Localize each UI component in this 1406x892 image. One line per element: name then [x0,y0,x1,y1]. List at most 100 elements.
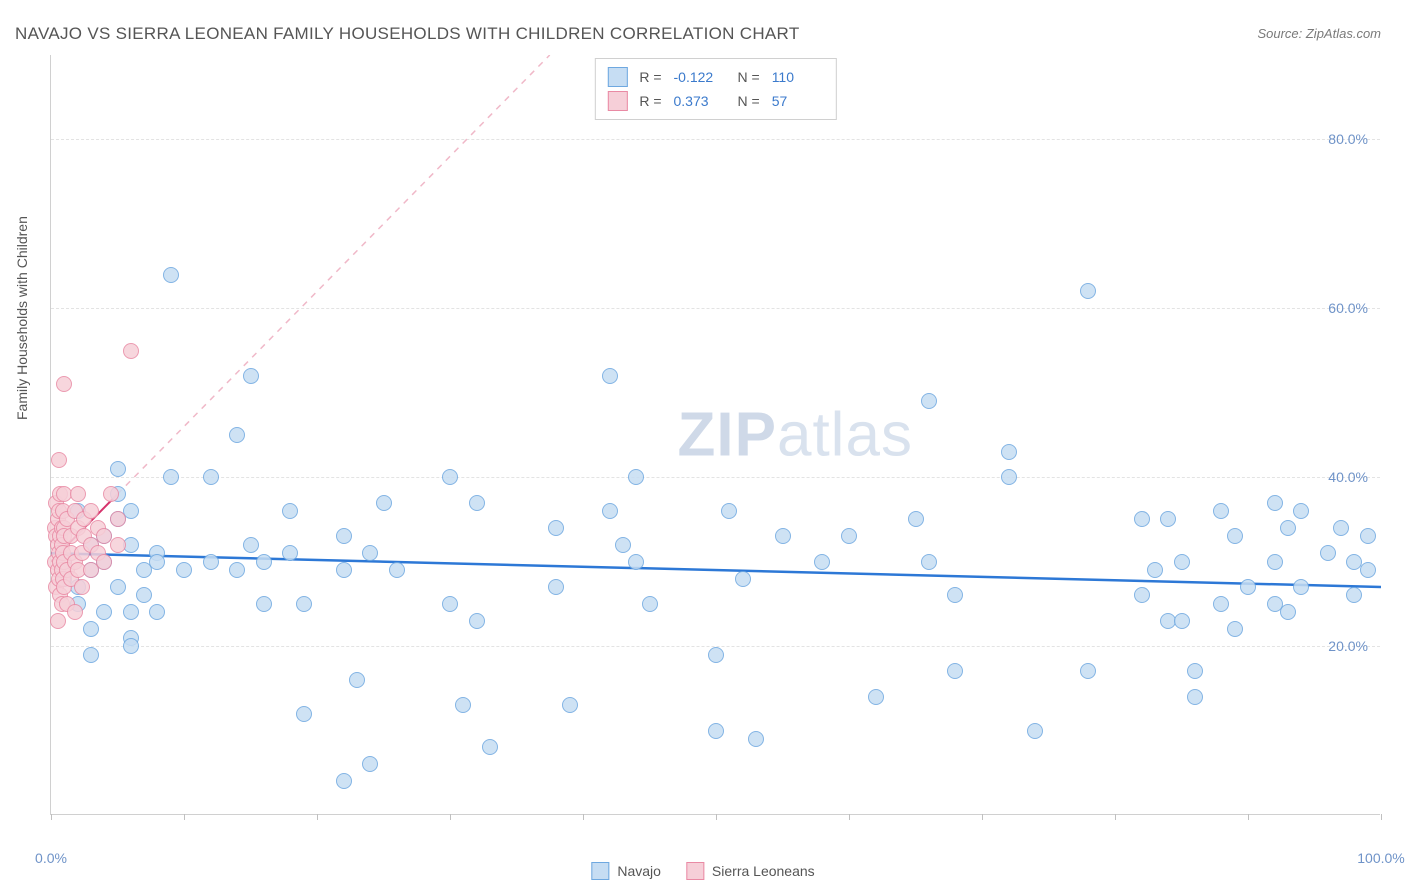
data-point [1280,520,1296,536]
data-point [123,638,139,654]
legend: NavajoSierra Leoneans [591,862,814,880]
stat-r-label: R = [639,69,661,85]
data-point [83,503,99,519]
data-point [163,469,179,485]
data-point [814,554,830,570]
gridline [51,477,1380,478]
data-point [163,267,179,283]
data-point [708,723,724,739]
data-point [282,545,298,561]
data-point [602,368,618,384]
data-point [921,554,937,570]
data-point [1134,511,1150,527]
data-point [868,689,884,705]
data-point [1027,723,1043,739]
x-tick-mark [450,814,451,820]
chart-title: NAVAJO VS SIERRA LEONEAN FAMILY HOUSEHOL… [15,24,800,44]
data-point [110,461,126,477]
data-point [1213,596,1229,612]
x-tick-mark [1248,814,1249,820]
plot-area: ZIPatlas R =-0.122N =110R =0.373N =57 20… [50,55,1380,815]
data-point [1001,444,1017,460]
data-point [1160,511,1176,527]
stat-n-value: 57 [772,93,824,109]
legend-label: Navajo [617,863,661,879]
data-point [841,528,857,544]
trend-lines [51,55,1381,815]
x-tick-mark [317,814,318,820]
stats-box: R =-0.122N =110R =0.373N =57 [594,58,836,120]
data-point [1187,689,1203,705]
data-point [256,554,272,570]
data-point [282,503,298,519]
data-point [1267,554,1283,570]
data-point [735,571,751,587]
data-point [1174,613,1190,629]
data-point [775,528,791,544]
data-point [56,376,72,392]
gridline [51,308,1380,309]
data-point [296,706,312,722]
stats-swatch [607,91,627,111]
data-point [389,562,405,578]
data-point [482,739,498,755]
data-point [947,663,963,679]
x-tick-mark [184,814,185,820]
data-point [1240,579,1256,595]
data-point [74,579,90,595]
x-tick-label: 0.0% [35,850,67,866]
data-point [336,773,352,789]
data-point [336,562,352,578]
data-point [149,554,165,570]
gridline [51,139,1380,140]
data-point [1080,663,1096,679]
legend-item: Navajo [591,862,661,880]
data-point [176,562,192,578]
data-point [96,554,112,570]
data-point [110,537,126,553]
data-point [123,343,139,359]
data-point [256,596,272,612]
data-point [1213,503,1229,519]
data-point [1333,520,1349,536]
stat-r-value: 0.373 [674,93,726,109]
legend-swatch [591,862,609,880]
data-point [562,697,578,713]
data-point [1227,621,1243,637]
data-point [103,486,119,502]
stats-row: R =0.373N =57 [607,89,823,113]
data-point [203,554,219,570]
x-tick-mark [716,814,717,820]
data-point [336,528,352,544]
data-point [243,537,259,553]
data-point [1280,604,1296,620]
stats-swatch [607,67,627,87]
data-point [442,596,458,612]
data-point [642,596,658,612]
data-point [548,520,564,536]
data-point [83,647,99,663]
data-point [110,511,126,527]
data-point [469,495,485,511]
data-point [469,613,485,629]
x-tick-mark [1115,814,1116,820]
data-point [628,469,644,485]
data-point [1174,554,1190,570]
data-point [67,604,83,620]
data-point [455,697,471,713]
data-point [1227,528,1243,544]
data-point [548,579,564,595]
source-label: Source: ZipAtlas.com [1257,26,1381,41]
x-tick-mark [1381,814,1382,820]
stats-row: R =-0.122N =110 [607,65,823,89]
data-point [908,511,924,527]
data-point [1320,545,1336,561]
x-tick-mark [51,814,52,820]
stat-r-label: R = [639,93,661,109]
x-tick-mark [583,814,584,820]
data-point [1147,562,1163,578]
data-point [243,368,259,384]
data-point [1346,587,1362,603]
data-point [51,452,67,468]
data-point [349,672,365,688]
